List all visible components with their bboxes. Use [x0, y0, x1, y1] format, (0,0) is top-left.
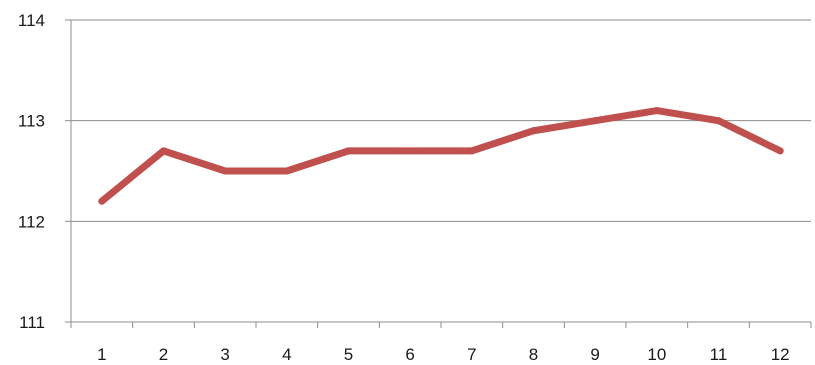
x-tick-label: 5 [344, 345, 353, 364]
x-tick-label: 8 [529, 345, 538, 364]
y-tick-label: 112 [18, 212, 45, 231]
series [98, 107, 784, 205]
series-line [98, 107, 784, 205]
data-point [160, 147, 167, 155]
axes [65, 19, 812, 328]
y-tick-label: 111 [19, 313, 45, 332]
gridlines [71, 19, 811, 222]
y-tick-label: 114 [18, 11, 45, 30]
data-point [345, 147, 352, 155]
data-point [653, 107, 661, 115]
x-tick-label: 2 [159, 345, 168, 364]
data-point [591, 117, 599, 125]
y-tick-label: 113 [18, 112, 45, 131]
data-point [98, 197, 106, 205]
data-point [468, 147, 476, 155]
data-point [530, 127, 537, 135]
x-tick-label: 10 [647, 345, 666, 364]
x-tick-label: 11 [710, 345, 728, 364]
x-tick-label: 12 [771, 345, 790, 364]
data-point [221, 167, 229, 175]
x-tick-label: 4 [282, 345, 291, 364]
x-tick-label: 1 [97, 345, 106, 364]
data-point [406, 147, 414, 155]
x-tick-label: 9 [590, 345, 599, 364]
x-tick-label: 6 [405, 345, 414, 364]
data-point [776, 147, 784, 155]
data-point [715, 117, 722, 125]
x-tick-label: 3 [220, 345, 229, 364]
data-point [283, 167, 291, 175]
x-tick-label: 7 [467, 345, 476, 364]
